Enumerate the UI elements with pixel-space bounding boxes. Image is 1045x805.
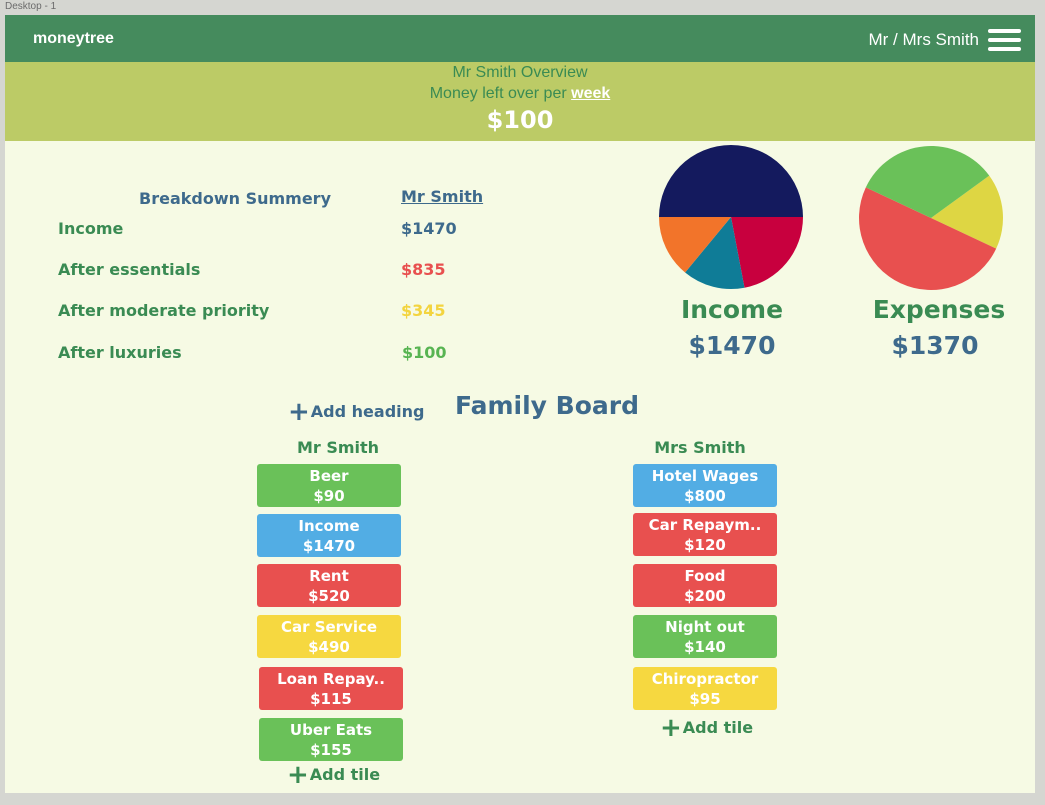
tile-amount: $115 xyxy=(310,690,352,708)
board-tile[interactable]: Night out $140 xyxy=(633,615,777,658)
pie-slice xyxy=(859,187,997,290)
tile-amount: $520 xyxy=(308,587,350,605)
tile-label: Uber Eats xyxy=(289,721,373,739)
expenses-chart-value: $1370 xyxy=(891,331,979,360)
breakdown-person-link[interactable]: Mr Smith xyxy=(401,187,484,206)
breakdown-label-income: Income xyxy=(58,219,124,238)
board-tile[interactable]: Income $1470 xyxy=(257,514,401,557)
tile-amount: $95 xyxy=(689,690,721,708)
breakdown-label-essentials: After essentials xyxy=(58,260,201,279)
tile-amount: $120 xyxy=(684,536,726,554)
pie-slice xyxy=(659,145,803,217)
breakdown-value-moderate: $345 xyxy=(401,301,446,320)
board-tile[interactable]: Car Service $490 xyxy=(257,615,401,658)
column-title-mr-smith[interactable]: Mr Smith xyxy=(296,438,380,457)
brand-logo[interactable]: moneytree xyxy=(33,30,114,47)
tile-label: Hotel Wages xyxy=(651,467,759,485)
pie-slice xyxy=(865,146,990,218)
pie-slice xyxy=(931,175,1003,249)
breakdown-label-luxuries: After luxuries xyxy=(58,343,182,362)
pie-slice xyxy=(685,217,745,289)
column-title-mrs-smith[interactable]: Mrs Smith xyxy=(654,438,746,457)
plus-icon: + xyxy=(288,396,310,427)
breakdown-value-luxuries: $100 xyxy=(402,343,447,362)
board-tile[interactable]: Beer $90 xyxy=(257,464,401,507)
tile-amount: $800 xyxy=(684,487,726,505)
pie-slice xyxy=(659,217,731,273)
overview-banner: Mr Smith Overview Money left over per we… xyxy=(5,62,1035,141)
tile-label: Car Repaym.. xyxy=(648,516,762,534)
tile-label: Loan Repay.. xyxy=(277,670,385,688)
board-tile[interactable]: Rent $520 xyxy=(257,564,401,607)
top-bar: moneytree Mr / Mrs Smith xyxy=(5,15,1035,62)
tile-amount: $140 xyxy=(684,638,726,656)
breakdown-label-moderate: After moderate priority xyxy=(58,301,270,320)
expenses-pie-chart xyxy=(859,146,1003,290)
period-link[interactable]: week xyxy=(571,85,611,102)
tile-label: Car Service xyxy=(280,618,378,636)
user-name[interactable]: Mr / Mrs Smith xyxy=(868,30,980,49)
tile-label: Beer xyxy=(309,467,349,485)
add-heading-label: Add heading xyxy=(310,402,425,421)
board-title: Family Board xyxy=(455,391,639,420)
add-heading-button[interactable]: + Add heading xyxy=(288,396,425,427)
breakdown-value-income: $1470 xyxy=(401,219,457,238)
board-tile[interactable]: Car Repaym.. $120 xyxy=(633,513,777,556)
board-tile[interactable]: Food $200 xyxy=(633,564,777,607)
board-tile[interactable]: Uber Eats $155 xyxy=(259,718,403,761)
overview-title: Mr Smith Overview xyxy=(452,64,588,81)
income-pie-chart xyxy=(659,145,803,289)
leftover-amount: $100 xyxy=(486,106,554,134)
overview-subtitle: Money left over per week xyxy=(5,85,1035,103)
income-chart-value: $1470 xyxy=(688,331,776,360)
overview-subtitle-text: Money left over per xyxy=(429,85,567,102)
tile-amount: $155 xyxy=(310,741,352,759)
add-tile-label: Add tile xyxy=(682,718,754,737)
plus-icon: + xyxy=(660,712,682,743)
tile-amount: $90 xyxy=(313,487,345,505)
tile-label: Night out xyxy=(665,618,745,636)
expenses-chart-label: Expenses xyxy=(872,295,1006,324)
tile-label: Chiropractor xyxy=(651,670,759,688)
tile-label: Income xyxy=(298,517,360,535)
tile-amount: $490 xyxy=(308,638,350,656)
plus-icon: + xyxy=(287,759,309,790)
hamburger-menu-icon[interactable] xyxy=(988,29,1021,51)
app-frame: moneytree Mr / Mrs Smith Mr Smith Overvi… xyxy=(5,15,1035,793)
breakdown-heading: Breakdown Summery xyxy=(139,189,331,208)
add-tile-button-mrs-smith[interactable]: + Add tile xyxy=(660,712,754,743)
tile-amount: $200 xyxy=(684,587,726,605)
income-chart-label: Income xyxy=(680,295,784,324)
add-tile-button-mr-smith[interactable]: + Add tile xyxy=(287,759,381,790)
board-tile[interactable]: Chiropractor $95 xyxy=(633,667,777,710)
tile-label: Food xyxy=(684,567,726,585)
board-tile[interactable]: Hotel Wages $800 xyxy=(633,464,777,507)
add-tile-label: Add tile xyxy=(309,765,381,784)
canvas-label: Desktop - 1 xyxy=(5,1,57,12)
pie-slice xyxy=(731,217,803,288)
board-tile[interactable]: Loan Repay.. $115 xyxy=(259,667,403,710)
tile-label: Rent xyxy=(309,567,349,585)
tile-amount: $1470 xyxy=(302,537,356,555)
breakdown-value-essentials: $835 xyxy=(401,260,446,279)
